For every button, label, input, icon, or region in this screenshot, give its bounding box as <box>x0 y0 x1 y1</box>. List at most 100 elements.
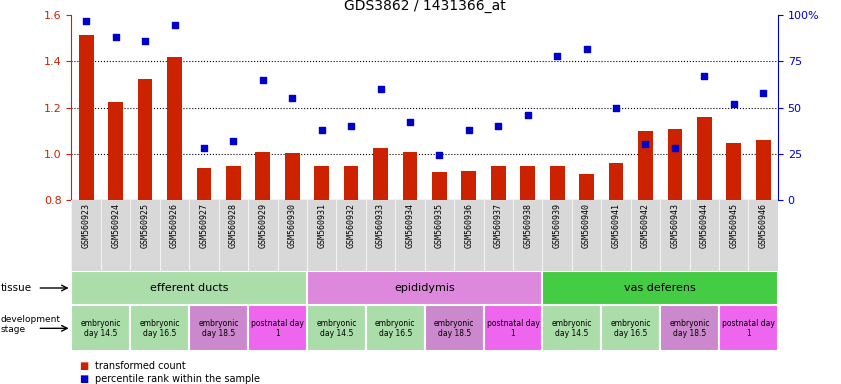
Bar <box>727 143 741 384</box>
Text: GSM560931: GSM560931 <box>317 203 326 248</box>
Bar <box>697 117 711 384</box>
Point <box>756 90 770 96</box>
Text: embryonic
day 16.5: embryonic day 16.5 <box>611 319 651 338</box>
Bar <box>550 166 564 384</box>
Point <box>609 104 622 111</box>
Bar <box>638 131 653 384</box>
Point <box>373 86 387 92</box>
Bar <box>521 166 535 384</box>
Point <box>108 35 123 41</box>
Point <box>285 95 299 101</box>
Bar <box>432 172 447 384</box>
Text: tissue: tissue <box>1 283 32 293</box>
Text: GSM560945: GSM560945 <box>729 203 738 248</box>
Text: GSM560923: GSM560923 <box>82 203 91 248</box>
Text: GSM560940: GSM560940 <box>582 203 591 248</box>
Text: embryonic
day 18.5: embryonic day 18.5 <box>669 319 710 338</box>
Text: GSM560927: GSM560927 <box>199 203 209 248</box>
Point <box>256 77 269 83</box>
Bar <box>71 271 307 305</box>
Point <box>462 127 475 133</box>
Bar <box>130 305 189 351</box>
Bar <box>285 153 299 384</box>
Bar <box>315 166 329 384</box>
Text: vas deferens: vas deferens <box>624 283 696 293</box>
Bar <box>189 305 248 351</box>
Point <box>638 141 652 147</box>
Point <box>550 53 563 59</box>
Bar <box>226 166 241 384</box>
Text: postnatal day
1: postnatal day 1 <box>487 319 539 338</box>
Bar <box>579 174 594 384</box>
Text: GSM560934: GSM560934 <box>405 203 415 248</box>
Point <box>697 73 711 79</box>
Point <box>727 101 740 107</box>
Text: GSM560929: GSM560929 <box>258 203 267 248</box>
Bar <box>403 152 417 384</box>
Bar <box>609 163 623 384</box>
Text: ■: ■ <box>80 374 93 384</box>
Point <box>491 123 505 129</box>
Text: transformed count: transformed count <box>95 361 186 371</box>
Bar <box>719 305 778 351</box>
Text: GSM560933: GSM560933 <box>376 203 385 248</box>
Bar <box>462 171 476 384</box>
Bar <box>756 140 770 384</box>
Text: GSM560937: GSM560937 <box>494 203 503 248</box>
Text: GSM560928: GSM560928 <box>229 203 238 248</box>
Bar <box>425 305 484 351</box>
Point <box>668 145 681 151</box>
Text: embryonic
day 16.5: embryonic day 16.5 <box>140 319 180 338</box>
Bar <box>344 166 358 384</box>
Text: postnatal day
1: postnatal day 1 <box>251 319 304 338</box>
Text: epididymis: epididymis <box>394 283 455 293</box>
Point <box>226 137 240 144</box>
Bar <box>307 305 366 351</box>
Bar <box>307 271 542 305</box>
Point <box>197 145 210 151</box>
Bar <box>366 305 425 351</box>
Text: GSM560932: GSM560932 <box>346 203 356 248</box>
Text: GSM560938: GSM560938 <box>523 203 532 248</box>
Text: GSM560942: GSM560942 <box>641 203 650 248</box>
Point <box>138 38 151 44</box>
Text: GSM560943: GSM560943 <box>670 203 680 248</box>
Text: embryonic
day 16.5: embryonic day 16.5 <box>375 319 415 338</box>
Text: GSM560946: GSM560946 <box>759 203 768 248</box>
Bar <box>71 305 130 351</box>
Bar <box>542 271 778 305</box>
Point <box>315 127 328 133</box>
Bar <box>542 305 601 351</box>
Text: embryonic
day 18.5: embryonic day 18.5 <box>434 319 474 338</box>
Text: GSM560944: GSM560944 <box>700 203 709 248</box>
Point <box>579 45 593 51</box>
Text: embryonic
day 14.5: embryonic day 14.5 <box>81 319 121 338</box>
Text: GSM560939: GSM560939 <box>553 203 562 248</box>
Point <box>403 119 416 125</box>
Point <box>521 112 534 118</box>
Text: efferent ducts: efferent ducts <box>150 283 229 293</box>
Text: GSM560941: GSM560941 <box>611 203 621 248</box>
Bar <box>167 56 182 384</box>
Point <box>344 123 357 129</box>
Bar <box>660 305 719 351</box>
Bar <box>484 305 542 351</box>
Bar <box>256 152 270 384</box>
Text: ■: ■ <box>80 361 93 371</box>
Text: GSM560926: GSM560926 <box>170 203 179 248</box>
Point <box>167 22 181 28</box>
Bar <box>373 148 388 384</box>
Text: postnatal day
1: postnatal day 1 <box>722 319 775 338</box>
Text: GSM560930: GSM560930 <box>288 203 297 248</box>
Bar <box>79 35 93 384</box>
Bar <box>197 168 211 384</box>
Text: GSM560935: GSM560935 <box>435 203 444 248</box>
Point <box>432 152 446 159</box>
Text: embryonic
day 14.5: embryonic day 14.5 <box>552 319 592 338</box>
Bar <box>108 102 123 384</box>
Text: GSM560925: GSM560925 <box>140 203 150 248</box>
Text: embryonic
day 14.5: embryonic day 14.5 <box>316 319 357 338</box>
Bar <box>601 305 660 351</box>
Text: percentile rank within the sample: percentile rank within the sample <box>95 374 260 384</box>
Bar <box>248 305 307 351</box>
